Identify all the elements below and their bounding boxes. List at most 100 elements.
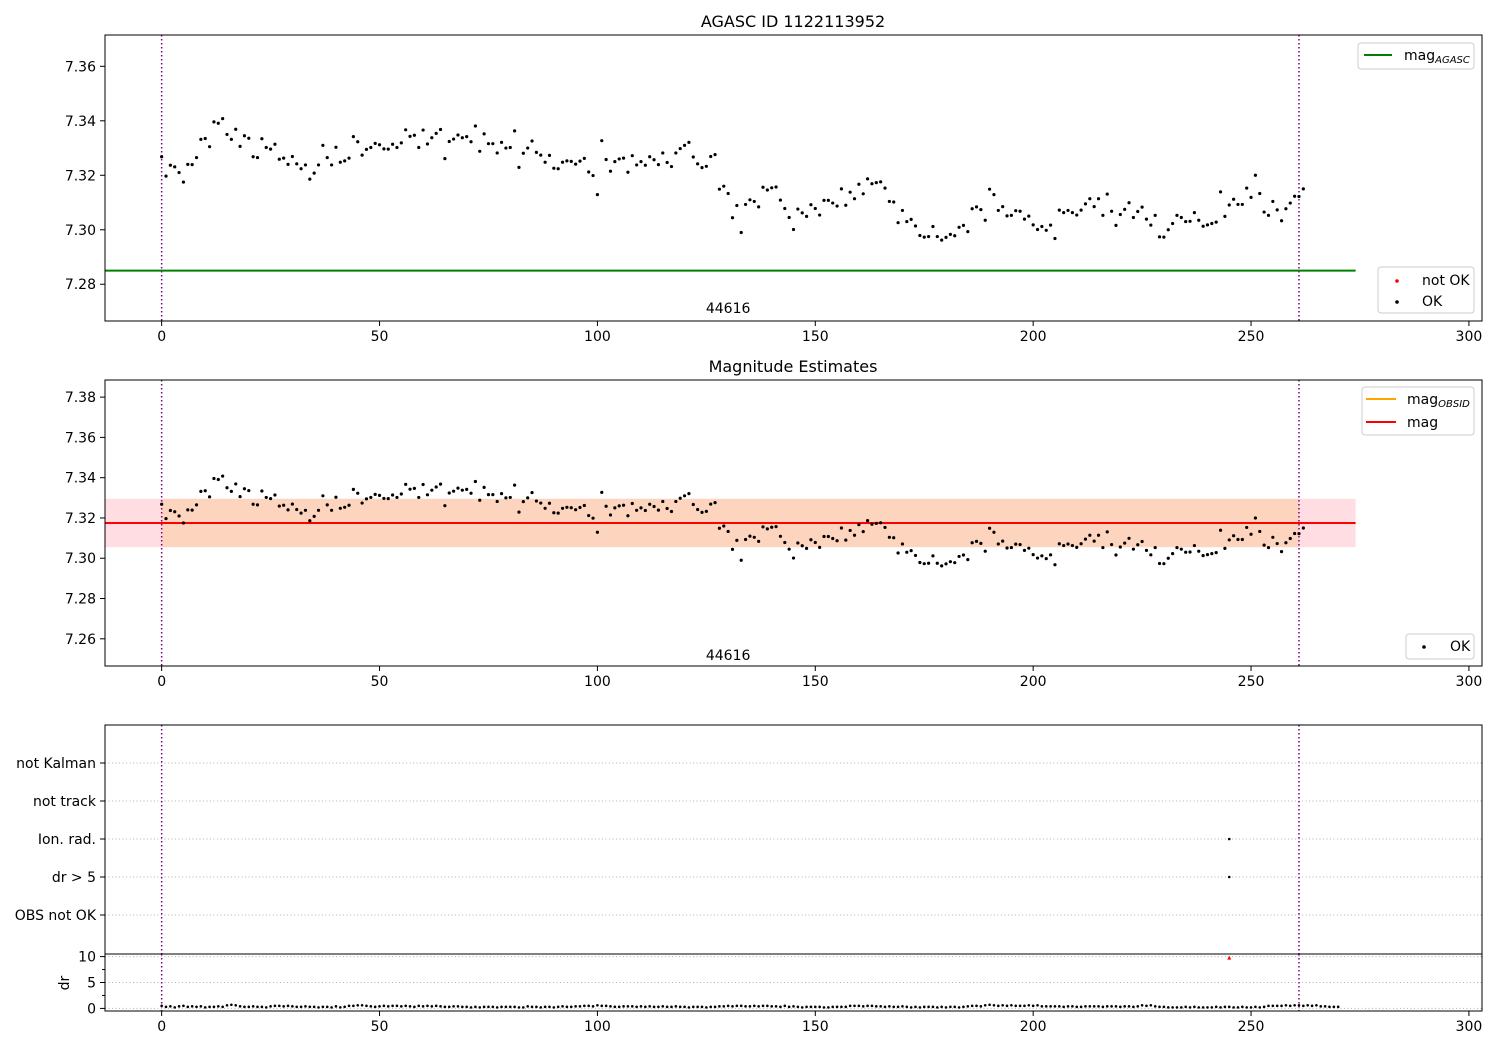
p1-xtick-label: 100 [584,329,611,345]
p1-magnitude-point [338,160,342,164]
p2-magnitude-point [704,509,708,513]
dr-point [469,1006,473,1009]
p2-magnitude-point [713,501,717,505]
p1-magnitude-point [1053,236,1057,241]
p1-magnitude-point [961,223,966,227]
dr-point [299,1005,303,1009]
p1-magnitude-point [835,204,839,208]
p2-magnitude-point [1027,546,1031,550]
dr-point [1310,1004,1314,1008]
dr-point [295,1005,299,1009]
p1-magnitude-point [953,234,957,238]
dr-point [1105,1005,1109,1008]
dr-point [482,1005,486,1009]
p1-magnitude-point [1079,208,1083,212]
p2-magnitude-point [879,521,883,525]
dr-point [495,1006,499,1009]
panel-agasc-title: AGASC ID 1122113952 [701,12,885,31]
p2-magnitude-point [839,526,844,530]
p1-magnitude-point [717,187,722,191]
p2-magnitude-point [260,489,264,493]
p2-ytick-label: 7.26 [65,632,96,648]
p1-magnitude-point [1118,212,1122,217]
dr-point [604,1004,608,1008]
p4-xtick-label: 150 [802,1019,829,1035]
dr-point [508,1005,512,1009]
p1-magnitude-point [543,160,547,164]
dr-point [975,1004,978,1008]
dr-point [317,1006,320,1009]
p1-magnitude-point [687,140,691,144]
p2-magnitude-point [1301,526,1305,530]
dr-point [922,1005,926,1009]
p2-magnitude-point [1240,537,1244,542]
p2-magnitude-point [1057,542,1061,546]
p2-magnitude-point [1053,563,1057,567]
p1-magnitude-point [190,163,194,167]
dr-point [247,1005,251,1009]
dr-point [487,1005,490,1009]
p1-magnitude-point [1210,221,1214,226]
p2-magnitude-point [730,547,735,551]
p2-magnitude-point [1284,541,1288,545]
dr-point [565,1005,569,1009]
p2-magnitude-point [425,493,430,497]
dr-point [709,1005,713,1009]
p2-magnitude-point [482,485,486,489]
dr-point [609,1005,612,1008]
p1-xtick-label: 300 [1456,329,1483,345]
p2-magnitude-point [774,525,778,529]
p2-magnitude-point [595,530,600,534]
p1-magnitude-point [791,227,796,232]
p2-magnitude-point [234,482,238,486]
dr-point [1088,1005,1092,1008]
dr-point [1323,1005,1327,1008]
p2-magnitude-point [809,538,813,542]
dr-point [787,1005,791,1009]
p2-magnitude-point [669,509,674,514]
p1-magnitude-point [696,162,700,166]
p1-magnitude-point [356,140,360,144]
p2-magnitude-point [1258,529,1262,534]
p2-magnitude-point [687,491,691,496]
p1-magnitude-point [247,136,251,140]
dr-point [1153,1005,1157,1008]
p2-magnitude-point [926,561,931,565]
p1-magnitude-point [735,203,739,208]
dr-point [918,1006,922,1009]
dr-point [190,1005,194,1008]
p1-magnitude-point [713,152,717,157]
dr-point [766,1004,769,1008]
p1-magnitude-point [839,187,844,191]
p2-magnitude-point [521,500,525,504]
p1-magnitude-point [595,193,600,197]
dr-point [365,1004,368,1008]
p1-magnitude-point [1293,194,1297,198]
p2-magnitude-point [347,503,351,507]
dr-point [465,1005,468,1009]
p1-magnitude-point [1040,224,1044,229]
p1-magnitude-point [1001,205,1005,209]
dr-point [526,1005,529,1008]
dr-point [548,1005,551,1009]
p1-ytick-label: 7.34 [65,114,96,130]
dr-point [848,1004,852,1008]
dr-point [687,1006,691,1009]
dr-point [308,1005,312,1009]
p2-magnitude-point [456,486,460,490]
dr-point [970,1004,974,1008]
dr-point [600,1004,604,1008]
p2-magnitude-point [316,508,321,512]
dr-point [177,1005,181,1008]
dr-point [1275,1004,1279,1008]
dr-point [822,1006,826,1009]
dr-point [1280,1004,1283,1008]
p1-magnitude-point [164,174,168,178]
p2-magnitude-point [539,501,543,505]
dr-point [1336,1005,1340,1009]
dr-point [818,1005,821,1009]
dr-point [1092,1005,1096,1008]
dr-point [1180,1006,1183,1009]
p1-magnitude-point [874,181,878,185]
p2-magnitude-point [613,506,617,510]
